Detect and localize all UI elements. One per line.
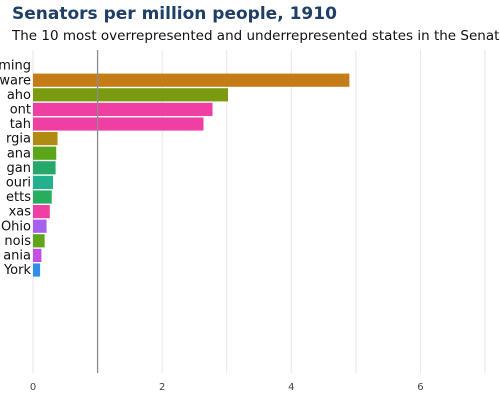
- bar: [33, 219, 47, 233]
- chart-title: Senators per million people, 1910: [12, 4, 337, 24]
- bar: [33, 102, 213, 116]
- category-label: ming: [0, 59, 31, 74]
- category-label: ware: [0, 73, 31, 88]
- category-label: rgia: [6, 132, 31, 147]
- bar: [33, 132, 58, 146]
- x-tick-label: 4: [288, 382, 294, 393]
- bar: [33, 190, 52, 204]
- category-label: Ohio: [1, 219, 31, 234]
- category-label: ont: [10, 103, 31, 118]
- category-label: York: [3, 263, 32, 278]
- x-tick-label: 2: [159, 382, 165, 393]
- category-label: xas: [9, 205, 32, 220]
- category-label: ouri: [6, 176, 31, 191]
- x-tick-label: 0: [30, 382, 36, 393]
- bar: [33, 161, 56, 175]
- bar: [33, 248, 42, 262]
- category-labels: mingwareahoonttahrgiaanaganouriettsxasOh…: [0, 59, 31, 278]
- bar: [33, 205, 50, 219]
- category-label: nois: [4, 234, 31, 249]
- x-axis-ticks: 0 2 4 6: [30, 382, 424, 393]
- chart-subtitle: The 10 most overrepresented and underrep…: [12, 28, 500, 44]
- bar: [33, 146, 57, 160]
- bar: [33, 117, 204, 131]
- x-tick-label: 6: [417, 382, 423, 393]
- category-label: ania: [3, 249, 31, 264]
- bar: [33, 73, 350, 87]
- category-label: etts: [6, 190, 31, 205]
- category-label: gan: [7, 161, 31, 176]
- bar: [33, 234, 45, 248]
- category-label: aho: [7, 88, 31, 103]
- bar: [33, 263, 41, 277]
- category-label: tah: [10, 117, 31, 132]
- bars: [33, 73, 350, 277]
- bar: [33, 175, 54, 189]
- category-label: ana: [7, 146, 31, 161]
- bar: [33, 88, 229, 102]
